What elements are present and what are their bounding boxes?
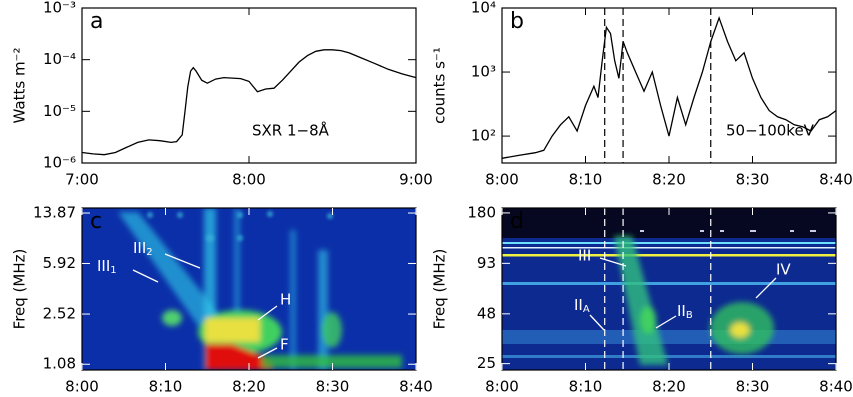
plot-frame: [81, 7, 417, 164]
y-tick-label: 13.87: [33, 204, 76, 222]
y-tick-label: 48: [477, 304, 496, 322]
x-tick-label: 8:00: [485, 171, 519, 189]
y-tick-label: 10⁴: [471, 0, 496, 17]
x-tick-label: 8:20: [652, 378, 686, 396]
data-line: [501, 15, 837, 159]
x-tick-label: 7:00: [65, 171, 99, 189]
y-tick-label: 2.52: [43, 305, 76, 323]
y-tick-label: 10²: [471, 127, 496, 145]
data-line: [81, 49, 417, 156]
y-axis-label: Watts m⁻²: [11, 48, 29, 124]
y-tick-label: 180: [467, 203, 496, 221]
arrow: [257, 305, 278, 321]
annotation: III2: [133, 239, 153, 259]
x-tick-label: 8:20: [652, 171, 686, 189]
annotation: IIA: [574, 296, 590, 316]
arrow: [655, 315, 677, 329]
y-tick-label: 93: [477, 254, 496, 272]
y-tick-label: 1.08: [43, 355, 76, 373]
annotation: III1: [97, 257, 117, 277]
y-tick-label: 25: [477, 354, 496, 372]
x-tick-label: 8:40: [819, 171, 853, 189]
x-tick-label: 8:30: [736, 171, 770, 189]
annotation: IV: [776, 261, 791, 279]
y-axis-label: Freq (MHz): [11, 249, 29, 330]
plot-frame: [501, 7, 837, 164]
annotation: F: [280, 336, 289, 354]
panel-label: d: [510, 209, 524, 234]
x-tick-label: 8:10: [569, 171, 603, 189]
y-tick-label: 10⁻³: [43, 0, 76, 17]
x-tick-label: 8:00: [65, 378, 99, 396]
y-axis-label: counts s⁻¹: [431, 47, 449, 124]
y-tick-label: 10³: [471, 63, 496, 81]
x-tick-label: 8:30: [316, 378, 350, 396]
spectrogram-d: [502, 208, 836, 370]
annotation: IIB: [677, 302, 693, 322]
arrow: [257, 347, 278, 359]
y-tick-label: 10⁻⁵: [43, 102, 76, 120]
arrow: [132, 269, 159, 283]
x-tick-label: 9:00: [399, 171, 433, 189]
y-tick-label: 10⁻⁶: [43, 154, 76, 172]
x-tick-label: 8:40: [819, 378, 853, 396]
spectrogram-c: [82, 208, 416, 370]
annotations-c: III1 III2 H F: [97, 239, 291, 359]
x-tick-label: 8:10: [569, 378, 603, 396]
panel-label: a: [90, 9, 103, 34]
arrow: [164, 253, 201, 269]
x-tick-label: 8:00: [485, 378, 519, 396]
panel-label: b: [510, 9, 524, 34]
x-tick-label: 8:20: [232, 378, 266, 396]
annotation: III: [578, 247, 591, 265]
y-axis-label: Freq (MHz): [431, 249, 449, 330]
panel-label: c: [90, 209, 102, 234]
arrow: [589, 314, 605, 331]
arrow: [755, 277, 777, 299]
annotation: H: [280, 291, 291, 309]
x-tick-label: 8:00: [232, 171, 266, 189]
x-tick-label: 8:10: [149, 378, 183, 396]
x-tick-label: 8:30: [736, 378, 770, 396]
annotation: SXR 1−8Å: [252, 121, 330, 140]
annotations-d: III IIA IIB IV: [574, 247, 791, 331]
x-tick-label: 8:40: [399, 378, 433, 396]
y-tick-label: 10⁻⁴: [43, 50, 76, 68]
arrow: [599, 257, 627, 267]
y-tick-label: 5.92: [43, 254, 76, 272]
annotation: 50−100keV: [726, 122, 815, 140]
